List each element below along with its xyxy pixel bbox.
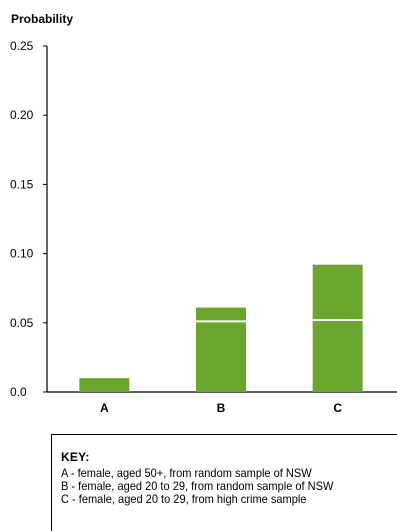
bar-chart: Probability 0.0 0.05 0.10 0.15 0.20 0.25 A B C bbox=[10, 12, 397, 415]
key-item-b: B - female, aged 20 to 29, from random s… bbox=[61, 479, 334, 493]
key-item-c: C - female, aged 20 to 29, from high cri… bbox=[61, 492, 307, 506]
y-axis-title: Probability bbox=[11, 12, 73, 26]
legend-key: KEY: A - female, aged 50+, from random s… bbox=[51, 434, 397, 531]
y-tick-label: 0.10 bbox=[10, 247, 34, 261]
x-tick-label: C bbox=[333, 401, 342, 415]
bar-a bbox=[79, 378, 130, 392]
bar-c bbox=[312, 264, 363, 392]
y-tick-label: 0.05 bbox=[10, 316, 34, 330]
key-item-a: A - female, aged 50+, from random sample… bbox=[61, 466, 312, 480]
y-tick-label: 0.0 bbox=[10, 385, 27, 399]
y-tick-label: 0.20 bbox=[10, 108, 34, 122]
y-tick-label: 0.25 bbox=[10, 39, 34, 53]
x-tick-label: A bbox=[100, 401, 109, 415]
bar-b bbox=[196, 307, 246, 392]
key-title: KEY: bbox=[61, 450, 90, 464]
y-tick-label: 0.15 bbox=[10, 177, 34, 191]
x-tick-label: B bbox=[217, 401, 226, 415]
